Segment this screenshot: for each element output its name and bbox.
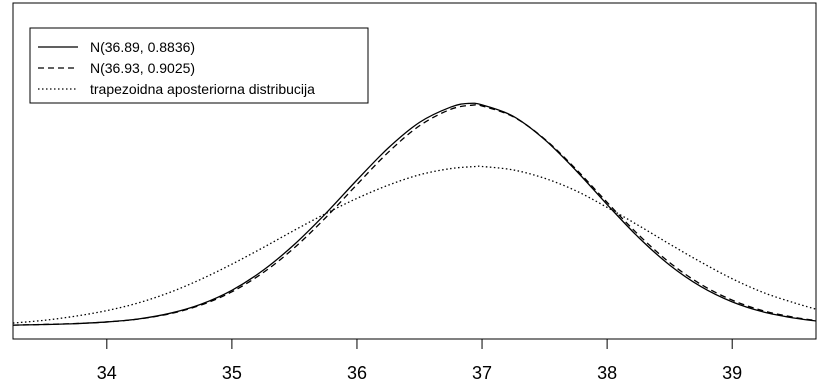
x-tick-label-38: 38 [597, 363, 617, 383]
series-line-3-dotted [13, 165, 816, 324]
legend-box [29, 27, 369, 104]
series-layer [13, 102, 816, 326]
legend: N(36.89, 0.8836) N(36.93, 0.9025) trapez… [29, 27, 369, 104]
legend-label-series-1: N(36.89, 0.8836) [90, 39, 195, 55]
legend-label-series-2: N(36.93, 0.9025) [90, 60, 195, 76]
x-tick-label-34: 34 [97, 363, 117, 383]
x-tick-label-37: 37 [472, 363, 492, 383]
legend-label-series-3: trapezoidna aposteriorna distribucija [90, 81, 315, 97]
x-tick-label-36: 36 [347, 363, 367, 383]
x-tick-label-35: 35 [222, 363, 242, 383]
series-line-2-dashed [13, 103, 816, 326]
x-axis: 34 35 36 37 38 39 [97, 339, 742, 383]
x-tick-label-39: 39 [722, 363, 742, 383]
